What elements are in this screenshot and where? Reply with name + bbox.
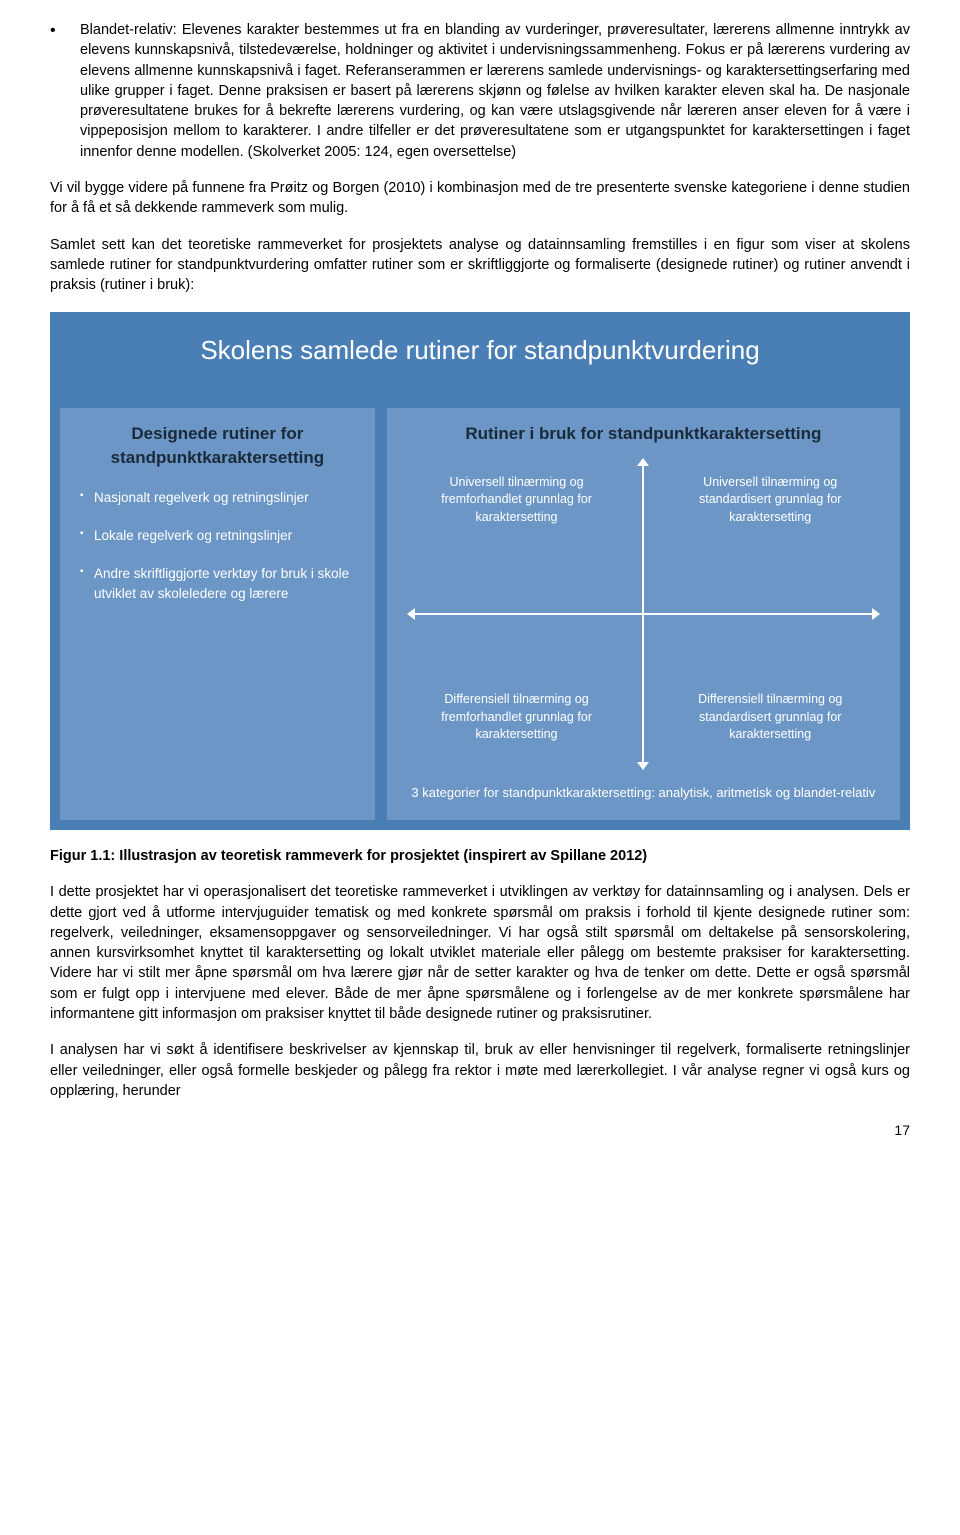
arrow-up-icon [637, 458, 649, 466]
list-item: Nasjonalt regelverk og retningslinjer [76, 488, 359, 508]
paragraph-2: Samlet sett kan det teoretiske rammeverk… [50, 235, 910, 296]
quadrant-grid: Universell tilnærming og fremforhandlet … [413, 464, 874, 764]
panel-routines-in-use: Rutiner i bruk for standpunktkarakterset… [387, 408, 900, 820]
framework-diagram: Skolens samlede rutiner for standpunktvu… [50, 312, 910, 830]
list-item: Andre skriftliggjorte verktøy for bruk i… [76, 564, 359, 605]
cross-horizontal [413, 613, 874, 615]
arrow-right-icon [872, 608, 880, 620]
panel-designed-routines: Designede rutiner for standpunktkarakter… [60, 408, 375, 820]
paragraph-3: I dette prosjektet har vi operasjonalise… [50, 882, 910, 1024]
panel-right-heading: Rutiner i bruk for standpunktkarakterset… [403, 422, 884, 446]
page-number: 17 [50, 1121, 910, 1141]
bullet-marker: • [50, 20, 80, 162]
panel-left-heading: Designede rutiner for standpunktkarakter… [76, 422, 359, 470]
figure-caption: Figur 1.1: Illustrasjon av teoretisk ram… [50, 846, 910, 866]
arrow-left-icon [407, 608, 415, 620]
diagram-title: Skolens samlede rutiner for standpunktvu… [50, 312, 910, 408]
quadrant-bottom-right: Differensiell tilnærming og standardiser… [666, 691, 874, 744]
paragraph-1: Vi vil bygge videre på funnene fra Prøit… [50, 178, 910, 219]
arrow-down-icon [637, 762, 649, 770]
quadrant-bottom-left: Differensiell tilnærming og fremforhandl… [413, 691, 621, 744]
panel-right-footer: 3 kategorier for standpunktkaraktersetti… [403, 784, 884, 802]
panel-left-list: Nasjonalt regelverk og retningslinjer Lo… [76, 488, 359, 605]
bullet-item: • Blandet-relativ: Elevenes karakter bes… [50, 20, 910, 162]
quadrant-top-left: Universell tilnærming og fremforhandlet … [413, 474, 621, 527]
quadrant-top-right: Universell tilnærming og standardisert g… [666, 474, 874, 527]
diagram-panels: Designede rutiner for standpunktkarakter… [50, 408, 910, 830]
list-item: Lokale regelverk og retningslinjer [76, 526, 359, 546]
bullet-text: Blandet-relativ: Elevenes karakter beste… [80, 20, 910, 162]
paragraph-4: I analysen har vi søkt å identifisere be… [50, 1040, 910, 1101]
